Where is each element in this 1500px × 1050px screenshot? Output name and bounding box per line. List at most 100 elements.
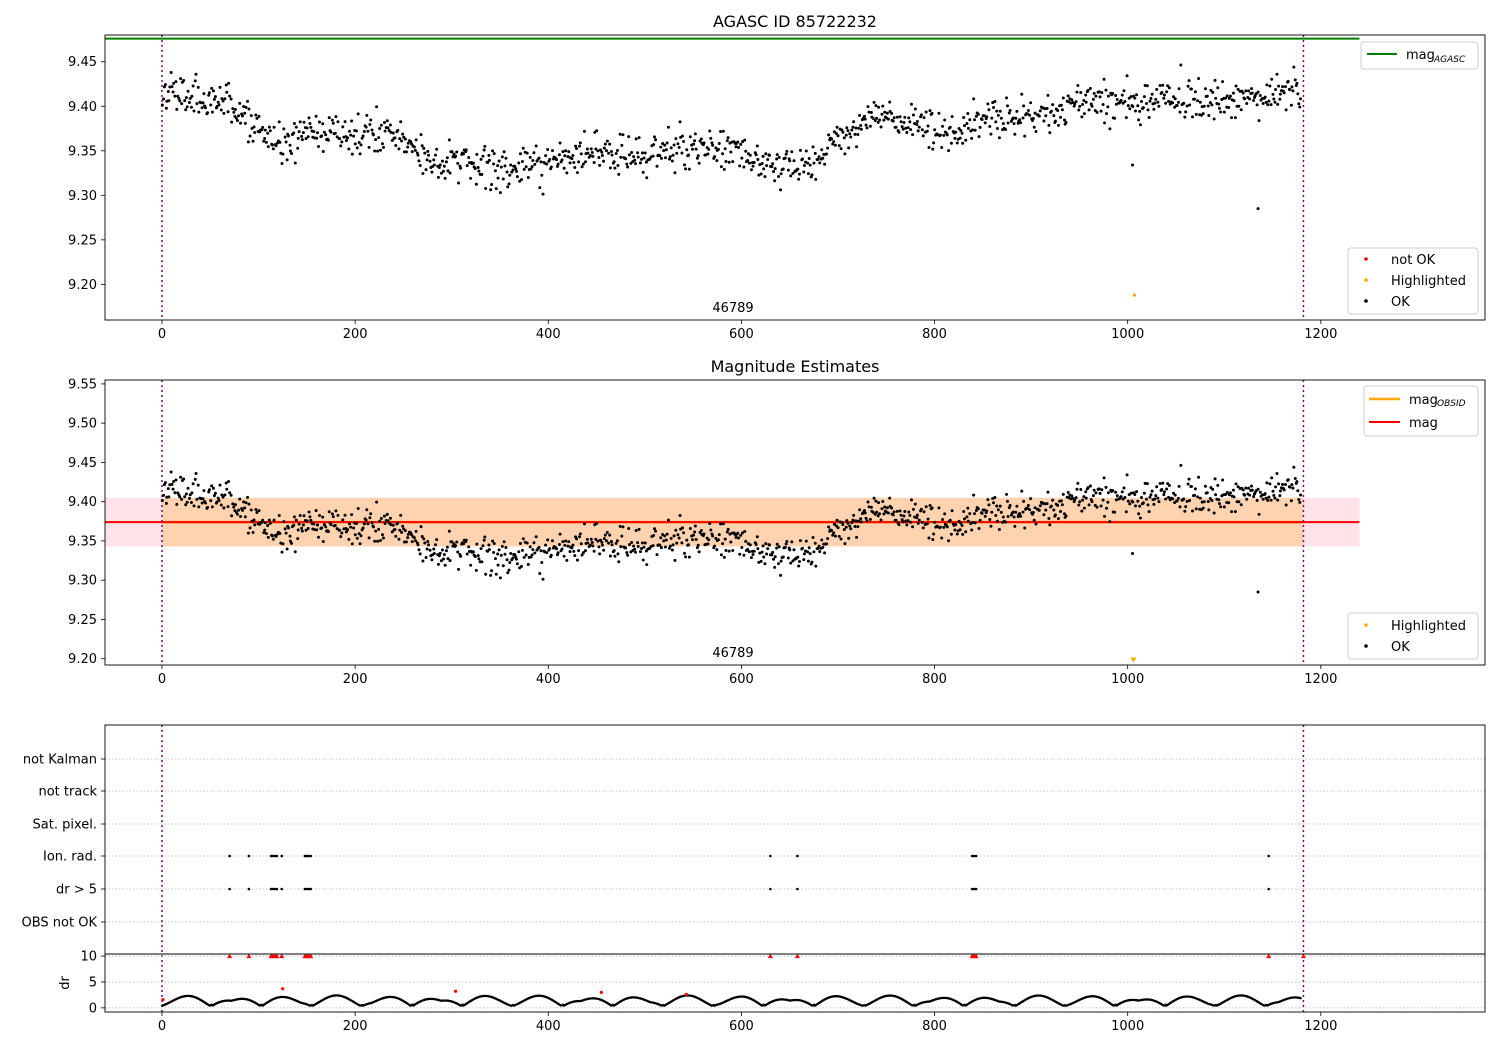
ok-point: [655, 553, 659, 557]
ok-point: [443, 176, 447, 180]
ok-point: [308, 121, 312, 125]
ok-point: [983, 121, 987, 125]
ok-point: [855, 535, 859, 539]
ok-point: [219, 108, 223, 112]
ok-point: [437, 554, 441, 558]
ok-point: [627, 135, 631, 139]
ok-point: [244, 501, 248, 505]
ok-point: [634, 550, 638, 554]
ok-point: [482, 538, 486, 542]
ok-point: [557, 153, 561, 157]
ok-point: [500, 544, 504, 548]
ok-point: [618, 132, 622, 136]
ok-point: [1213, 477, 1217, 481]
ok-point: [238, 497, 242, 501]
ok-point: [955, 141, 959, 145]
ok-point: [727, 549, 731, 553]
ok-point: [196, 483, 200, 487]
ok-point: [1207, 508, 1211, 512]
ok-point: [257, 509, 261, 513]
ok-point: [1106, 94, 1110, 98]
ok-point: [886, 511, 890, 515]
ok-point: [899, 120, 903, 124]
ok-point: [231, 502, 235, 506]
ok-point: [572, 161, 576, 165]
ok-point: [172, 81, 176, 85]
ok-point: [953, 528, 957, 532]
ok-point: [1231, 91, 1235, 95]
ok-point: [673, 558, 677, 562]
legend-mag-lines: mag OBSID mag: [1363, 385, 1479, 437]
ok-point: [1143, 83, 1147, 87]
ok-point: [1150, 92, 1154, 96]
ok-point: [246, 99, 250, 103]
ok-point: [344, 530, 348, 534]
ok-point: [375, 500, 379, 504]
ok-point: [430, 558, 434, 562]
ok-point: [263, 128, 267, 132]
ok-point: [756, 157, 760, 161]
ok-point: [615, 539, 619, 543]
ok-point: [585, 147, 589, 151]
ok-point: [234, 116, 238, 120]
ok-point: [1056, 503, 1060, 507]
ok-point: [1217, 102, 1221, 106]
ok-point: [1278, 92, 1282, 96]
ok-point: [851, 518, 855, 522]
dr-tick-label: 5: [89, 975, 97, 990]
ok-point: [578, 535, 582, 539]
ok-point: [1267, 495, 1271, 499]
ok-point: [830, 528, 834, 532]
ok-point: [1185, 499, 1189, 503]
y-tick-label: 9.55: [68, 377, 97, 392]
ok-point: [230, 120, 234, 124]
ok-point: [496, 176, 500, 180]
ok-point: [1094, 491, 1098, 495]
ok-point: [518, 542, 522, 546]
ok-point: [1097, 90, 1101, 94]
ok-point: [317, 535, 321, 539]
ok-point: [1139, 496, 1143, 500]
ok-point: [320, 134, 324, 138]
ok-point: [1188, 499, 1192, 503]
ok-point: [813, 541, 817, 545]
ok-point: [1051, 498, 1055, 502]
ok-point: [178, 99, 182, 103]
x-tick-label: 400: [536, 327, 561, 342]
ok-point: [1026, 503, 1030, 507]
ok-point: [827, 133, 831, 137]
ok-point: [588, 153, 592, 157]
ok-point: [1193, 487, 1197, 491]
ok-point: [1247, 486, 1251, 490]
ok-point: [454, 544, 458, 548]
ok-point: [1189, 87, 1193, 91]
ok-point: [302, 120, 306, 124]
ok-point: [296, 528, 300, 532]
ok-point: [1228, 94, 1232, 98]
ok-point: [1028, 508, 1032, 512]
ok-point: [1009, 119, 1013, 123]
ok-point: [502, 540, 506, 544]
ok-point: [521, 537, 525, 541]
ok-point: [605, 530, 609, 534]
ok-point: [396, 521, 400, 525]
ok-point: [922, 116, 926, 120]
ok-point: [602, 537, 606, 541]
ok-point: [306, 135, 310, 139]
ok-point: [706, 542, 710, 546]
ok-point: [907, 116, 911, 120]
ok-point: [1082, 99, 1086, 103]
ok-point: [683, 551, 687, 555]
ok-point: [883, 110, 887, 114]
ok-point: [210, 86, 214, 90]
highlighted-point: [1130, 657, 1137, 663]
ok-point: [200, 106, 204, 110]
ok-point: [541, 577, 545, 581]
ok-point: [163, 481, 167, 485]
ok-point: [241, 508, 245, 512]
ok-point: [182, 477, 186, 481]
ok-point: [1022, 499, 1026, 503]
ok-point: [202, 489, 206, 493]
ok-point: [507, 182, 511, 186]
ok-point: [604, 149, 608, 153]
